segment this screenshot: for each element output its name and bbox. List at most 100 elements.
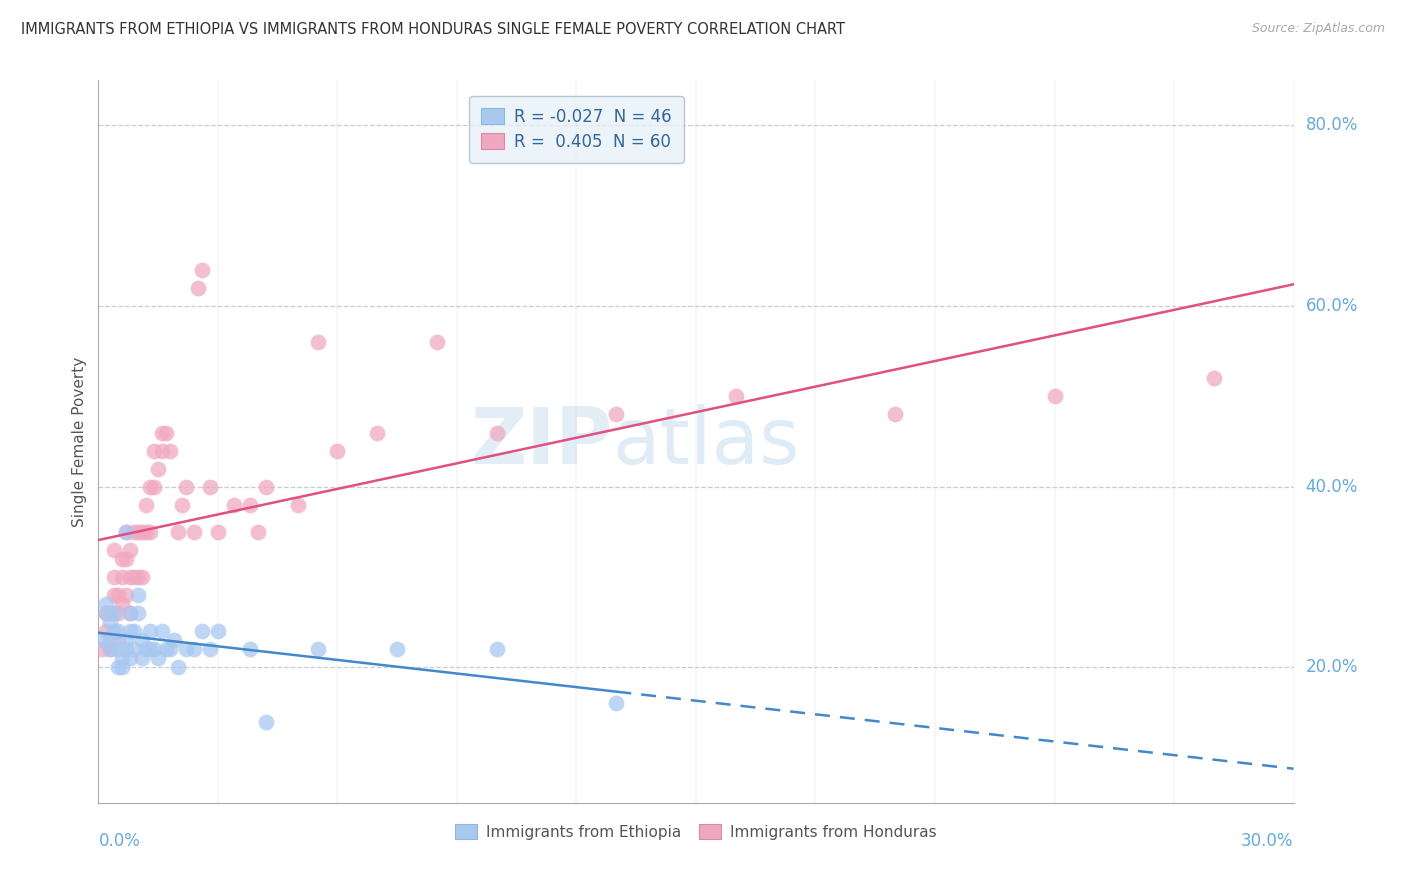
Point	[605, 697, 627, 711]
Text: atlas: atlas	[613, 403, 800, 480]
Point	[605, 408, 627, 422]
Point	[115, 524, 138, 539]
Point	[385, 642, 409, 657]
Point	[326, 443, 349, 458]
Text: Source: ZipAtlas.com: Source: ZipAtlas.com	[1251, 22, 1385, 36]
Point	[159, 642, 181, 657]
Point	[143, 480, 166, 494]
Point	[107, 633, 129, 648]
Point	[222, 498, 245, 512]
Point	[139, 524, 162, 539]
Text: 20.0%: 20.0%	[1306, 658, 1358, 676]
Point	[111, 660, 134, 674]
Point	[124, 524, 146, 539]
Point	[103, 624, 125, 639]
Point	[96, 597, 118, 611]
Point	[143, 443, 166, 458]
Point	[115, 588, 138, 602]
Point	[183, 642, 205, 657]
Legend: Immigrants from Ethiopia, Immigrants from Honduras: Immigrants from Ethiopia, Immigrants fro…	[449, 818, 943, 846]
Point	[96, 624, 118, 639]
Point	[287, 498, 309, 512]
Point	[159, 443, 181, 458]
Point	[111, 597, 134, 611]
Text: 80.0%: 80.0%	[1306, 117, 1358, 135]
Point	[96, 606, 118, 620]
Point	[150, 425, 173, 440]
Point	[198, 480, 221, 494]
Point	[131, 633, 153, 648]
Point	[127, 588, 149, 602]
Point	[120, 606, 142, 620]
Point	[254, 480, 277, 494]
Point	[485, 642, 508, 657]
Point	[96, 606, 118, 620]
Point	[127, 606, 149, 620]
Point	[150, 624, 173, 639]
Point	[155, 425, 177, 440]
Point	[103, 542, 125, 557]
Point	[139, 624, 162, 639]
Point	[148, 651, 170, 665]
Point	[1043, 389, 1066, 403]
Point	[103, 570, 125, 584]
Point	[115, 633, 138, 648]
Point	[366, 425, 388, 440]
Text: 0.0%: 0.0%	[98, 831, 141, 850]
Point	[155, 642, 177, 657]
Point	[120, 606, 142, 620]
Point	[187, 281, 209, 295]
Point	[143, 642, 166, 657]
Point	[127, 570, 149, 584]
Point	[111, 552, 134, 566]
Point	[131, 651, 153, 665]
Point	[426, 335, 449, 350]
Point	[167, 524, 190, 539]
Point	[163, 633, 186, 648]
Point	[91, 642, 114, 657]
Point	[139, 480, 162, 494]
Point	[107, 606, 129, 620]
Point	[107, 624, 129, 639]
Point	[174, 480, 197, 494]
Text: 60.0%: 60.0%	[1306, 297, 1358, 315]
Text: 40.0%: 40.0%	[1306, 478, 1358, 496]
Y-axis label: Single Female Poverty: Single Female Poverty	[72, 357, 87, 526]
Point	[91, 633, 114, 648]
Point	[150, 443, 173, 458]
Point	[485, 425, 508, 440]
Point	[115, 642, 138, 657]
Point	[131, 570, 153, 584]
Point	[98, 615, 122, 630]
Point	[307, 642, 329, 657]
Text: 30.0%: 30.0%	[1241, 831, 1294, 850]
Point	[115, 552, 138, 566]
Point	[103, 606, 125, 620]
Point	[198, 642, 221, 657]
Point	[207, 624, 229, 639]
Point	[207, 524, 229, 539]
Point	[135, 524, 157, 539]
Point	[191, 263, 214, 277]
Point	[191, 624, 214, 639]
Point	[1202, 371, 1225, 385]
Point	[111, 651, 134, 665]
Point	[183, 524, 205, 539]
Point	[120, 651, 142, 665]
Text: IMMIGRANTS FROM ETHIOPIA VS IMMIGRANTS FROM HONDURAS SINGLE FEMALE POVERTY CORRE: IMMIGRANTS FROM ETHIOPIA VS IMMIGRANTS F…	[21, 22, 845, 37]
Point	[98, 642, 122, 657]
Point	[724, 389, 747, 403]
Point	[239, 642, 262, 657]
Point	[120, 542, 142, 557]
Point	[135, 498, 157, 512]
Point	[239, 498, 262, 512]
Point	[148, 461, 170, 475]
Point	[98, 642, 122, 657]
Point	[131, 524, 153, 539]
Point	[115, 524, 138, 539]
Point	[120, 570, 142, 584]
Point	[172, 498, 194, 512]
Point	[98, 633, 122, 648]
Point	[167, 660, 190, 674]
Point	[174, 642, 197, 657]
